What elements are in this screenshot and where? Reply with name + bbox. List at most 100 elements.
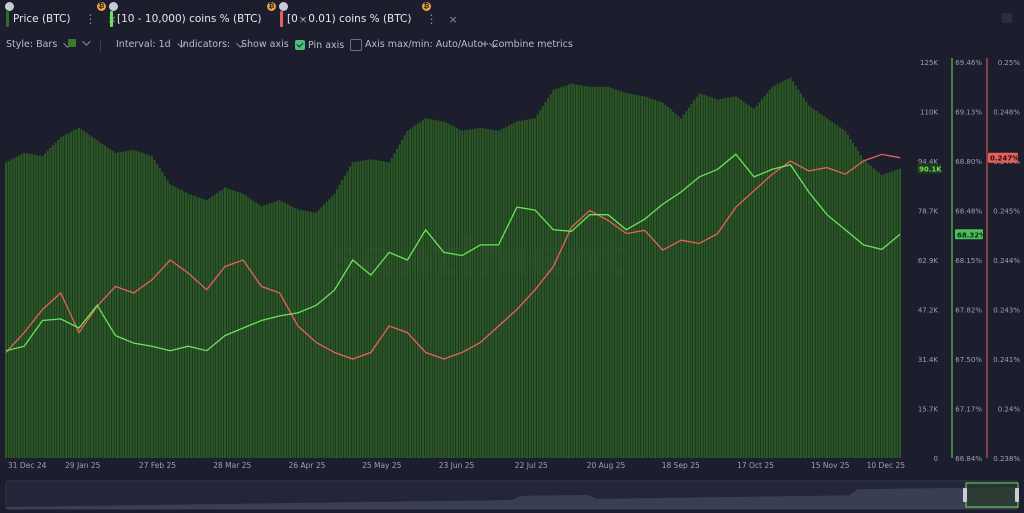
price-bar xyxy=(119,152,122,458)
price-bar xyxy=(643,96,646,458)
price-bar xyxy=(257,204,260,458)
price-bar xyxy=(336,189,339,459)
price-bar xyxy=(442,121,445,459)
x-axis-tick: 20 Aug 25 xyxy=(587,461,626,470)
small-holders-axis-tick: 0.248% xyxy=(993,109,1020,117)
price-bar xyxy=(289,205,292,458)
price-bar xyxy=(356,161,359,458)
price-bar xyxy=(846,134,849,459)
price-bar xyxy=(833,123,836,459)
price-bar xyxy=(150,156,153,458)
price-bar xyxy=(849,138,852,458)
interval-dropdown[interactable]: Interval: 1d xyxy=(116,38,186,50)
price-bar xyxy=(205,200,208,458)
close-icon[interactable]: × xyxy=(448,12,458,26)
price-bar xyxy=(758,102,761,458)
price-bar xyxy=(612,88,615,459)
indicators-dropdown[interactable]: Indicators: xyxy=(180,38,245,50)
price-bar xyxy=(54,142,57,458)
x-axis-tick: 29 Jan 25 xyxy=(65,461,101,470)
price-bar xyxy=(184,192,187,458)
price-bar xyxy=(77,127,80,458)
color-picker[interactable] xyxy=(68,37,91,47)
mid-holders-axis-tick: 67.17% xyxy=(955,406,982,414)
style-dropdown[interactable]: Style: Bars xyxy=(6,38,72,50)
price-bar xyxy=(440,120,443,459)
price-bar xyxy=(260,206,263,458)
price-bar xyxy=(455,128,458,458)
axis-maxmin-label: Axis max/min: Auto/Auto xyxy=(365,39,484,50)
price-bar xyxy=(479,127,482,458)
price-bar xyxy=(304,210,307,458)
price-bar xyxy=(596,86,599,458)
price-bar xyxy=(445,122,448,458)
price-bar xyxy=(745,103,748,459)
lock-icon xyxy=(109,2,118,11)
price-bar xyxy=(487,129,490,459)
mid-holders-axis-tick: 67.82% xyxy=(955,307,982,315)
price-bar xyxy=(221,189,224,459)
price-bar xyxy=(263,205,266,458)
price-bar xyxy=(588,86,591,458)
bitcoin-icon: ₿ xyxy=(97,2,106,11)
price-bar xyxy=(12,158,15,458)
price-bar xyxy=(203,199,206,458)
price-bar xyxy=(20,154,23,458)
price-bar xyxy=(265,204,268,458)
price-bar xyxy=(171,185,174,458)
price-bar xyxy=(322,204,325,458)
pin-axis-toggle[interactable]: Pin axis xyxy=(308,39,363,51)
metrics-bar: Price (BTC) ⋮ × ₿ [10 - 10,000) coins % … xyxy=(0,0,1024,36)
price-bar xyxy=(656,100,659,459)
small-holders-line xyxy=(5,153,901,360)
price-bar xyxy=(484,128,487,458)
price-bar xyxy=(883,174,886,458)
divider xyxy=(100,40,101,52)
price-bar xyxy=(197,197,200,458)
price-bar xyxy=(604,86,607,458)
price-bar xyxy=(518,120,521,459)
price-bar xyxy=(31,154,34,458)
price-bar xyxy=(893,170,896,459)
interval-label: Interval: 1d xyxy=(116,39,171,50)
metric-chip-mid-holders[interactable]: [10 - 10,000) coins % (BTC) ⋮ × xyxy=(110,8,308,30)
price-bar xyxy=(302,210,305,458)
price-bar xyxy=(132,149,135,458)
more-options-icon[interactable]: ⋮ xyxy=(84,12,96,26)
close-icon[interactable]: × xyxy=(298,12,308,26)
price-bar xyxy=(635,94,638,458)
price-bar xyxy=(898,168,902,458)
checkbox-checked-icon[interactable] xyxy=(294,39,305,50)
show-axis-toggle[interactable]: Show axis xyxy=(241,39,305,50)
price-bar xyxy=(422,120,425,458)
metric-chip-small-holders[interactable]: [0 - 0.01) coins % (BTC) ⋮ × xyxy=(280,8,458,30)
price-bar xyxy=(614,89,617,458)
price-bar xyxy=(38,155,41,458)
navigator-handle-left xyxy=(963,488,967,502)
axis-maxmin-dropdown[interactable]: Axis max/min: Auto/Auto xyxy=(365,38,498,50)
price-bar xyxy=(771,86,774,458)
price-bar xyxy=(239,192,242,458)
price-bar xyxy=(320,207,323,458)
price-bar xyxy=(792,81,795,458)
price-bar xyxy=(10,159,13,459)
x-axis-tick: 15 Nov 25 xyxy=(811,461,850,470)
metric-label-price: Price (BTC) xyxy=(13,13,71,25)
combine-metrics-button[interactable]: + Combine metrics xyxy=(481,39,573,50)
price-bar xyxy=(583,85,586,459)
price-bar xyxy=(875,170,878,459)
price-bar xyxy=(414,125,417,458)
price-bar xyxy=(362,160,365,458)
checkbox-unchecked-icon[interactable] xyxy=(350,39,363,51)
price-bar xyxy=(408,129,411,459)
price-bar xyxy=(812,109,815,459)
price-bar xyxy=(33,154,36,458)
settings-icon[interactable] xyxy=(1002,13,1012,23)
price-bar xyxy=(7,160,10,458)
more-options-icon[interactable]: ⋮ xyxy=(425,12,437,26)
price-bar xyxy=(567,84,570,458)
price-bar xyxy=(382,161,385,458)
price-bar xyxy=(372,159,375,459)
price-bar xyxy=(620,91,623,459)
